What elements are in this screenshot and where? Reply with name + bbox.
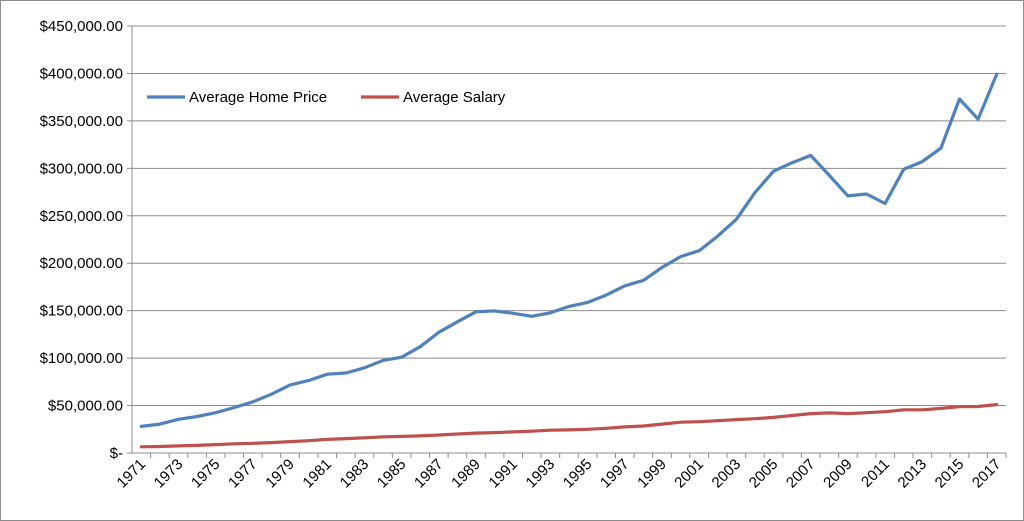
legend-label-0: Average Home Price <box>189 89 327 106</box>
legend: Average Home Price Average Salary <box>147 89 506 106</box>
y-tick-label: $350,000.00 <box>40 113 123 130</box>
x-tick-label: 1985 <box>374 456 410 492</box>
x-tick-label: 1999 <box>634 456 670 492</box>
x-tick-label: 1993 <box>523 456 559 492</box>
x-tick-label: 1979 <box>262 456 298 492</box>
y-tick-label: $250,000.00 <box>40 208 123 225</box>
axes <box>131 26 1007 458</box>
x-tick-label: 2003 <box>709 456 745 492</box>
x-tick-label: 1995 <box>560 456 596 492</box>
x-tick-label: 2015 <box>932 456 968 492</box>
x-tick-label: 2013 <box>895 456 931 492</box>
x-tick-label: 2011 <box>858 456 893 491</box>
x-tick-label: 1975 <box>188 456 224 492</box>
y-tick-label: $100,000.00 <box>40 350 123 367</box>
x-axis-tick-labels: 1971 1973 1975 1977 1979 1981 1983 1985 1987 1989… <box>114 456 1005 492</box>
series-line-1 <box>139 403 999 449</box>
y-tick-label: $50,000.00 <box>48 398 123 415</box>
series-lines <box>139 72 999 449</box>
y-tick-label: $300,000.00 <box>40 160 123 177</box>
y-tick-label: $150,000.00 <box>40 303 123 320</box>
x-tick-label: 1989 <box>448 456 484 492</box>
series-line-0 <box>139 72 999 428</box>
legend-label-1: Average Salary <box>403 89 506 106</box>
x-tick-label: 1973 <box>151 456 187 492</box>
x-tick-label: 1997 <box>597 456 633 492</box>
gridlines <box>127 25 1006 454</box>
y-axis-tick-labels: $- $50,000.00 $100,000.00 $150,000.00 $200,0… <box>40 18 123 462</box>
y-tick-label: $450,000.00 <box>40 18 123 35</box>
x-tick-label: 1991 <box>485 456 521 492</box>
y-tick-label: $200,000.00 <box>40 255 123 272</box>
x-tick-label: 2001 <box>671 456 707 492</box>
x-tick-label: 1981 <box>299 456 335 492</box>
x-tick-label: 1987 <box>411 456 447 492</box>
y-tick-label: $- <box>110 445 123 462</box>
x-tick-label: 2007 <box>783 456 819 492</box>
x-tick-label: 2017 <box>969 456 1005 492</box>
y-tick-label: $400,000.00 <box>40 65 123 82</box>
x-tick-label: 1977 <box>225 456 261 492</box>
x-tick-label: 2005 <box>746 456 782 492</box>
x-tick-label: 2009 <box>820 456 856 492</box>
x-tick-label: 1983 <box>337 456 373 492</box>
